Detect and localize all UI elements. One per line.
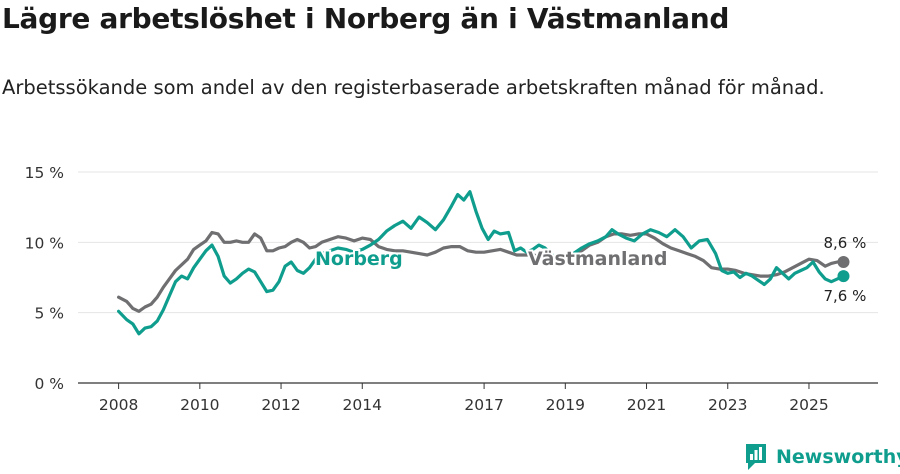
x-tick-label: 2008 (99, 396, 138, 414)
x-tick-label: 2012 (261, 396, 300, 414)
x-tick-label: 2017 (464, 396, 503, 414)
x-tick-label: 2025 (789, 396, 828, 414)
x-tick-label: 2010 (180, 396, 219, 414)
end-value-label: 8,6 % (823, 234, 866, 252)
series-label: Norberg (315, 248, 403, 270)
x-tick-label: 2023 (708, 396, 747, 414)
brand-logo[interactable]: Newsworthy (744, 442, 900, 472)
y-tick-label: 5 % (34, 305, 64, 323)
chart-title: Lägre arbetslöshet i Norberg än i Västma… (2, 2, 730, 35)
end-point-marker (837, 270, 850, 283)
end-value-label: 7,6 % (823, 287, 866, 305)
x-tick-label: 2019 (546, 396, 585, 414)
x-tick-label: 2021 (627, 396, 666, 414)
end-point-marker (837, 256, 850, 269)
y-tick-label: 15 % (25, 164, 64, 182)
series-label: Västmanland (528, 248, 668, 270)
y-tick-label: 10 % (25, 234, 64, 252)
series-line-vastmanland (117, 230, 846, 313)
series-line-norberg (117, 190, 846, 336)
chart-subtitle: Arbetssökande som andel av den registerb… (2, 76, 825, 99)
x-tick-label: 2014 (343, 396, 382, 414)
newsworthy-logo-icon (746, 444, 766, 470)
brand-name: Newsworthy (776, 446, 900, 468)
y-tick-label: 0 % (34, 375, 64, 393)
